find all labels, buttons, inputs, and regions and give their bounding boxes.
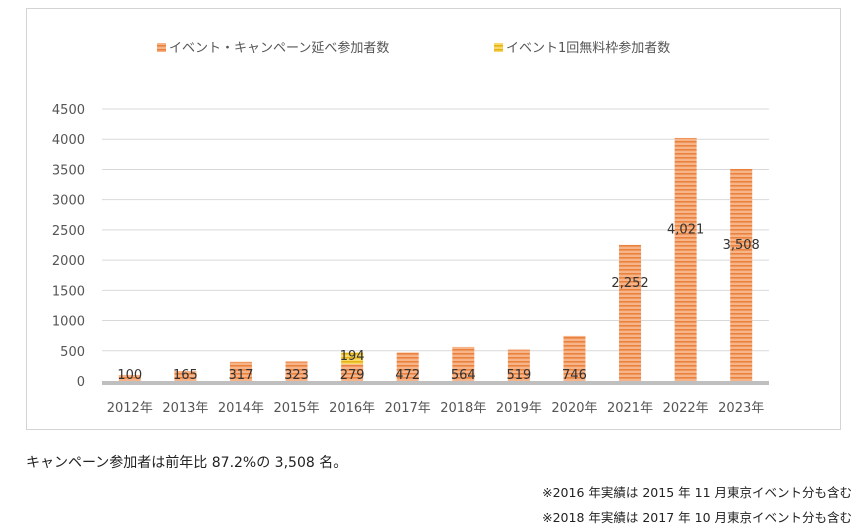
bar-total-2018年: [452, 346, 475, 381]
y-axis-ticks: 0 500 1000 1500 2000 2500 3000 3500 4000 4500: [52, 103, 85, 390]
x-tick-label: 2020年: [551, 401, 597, 416]
data-label-2016年: 279: [340, 368, 365, 383]
bar-chart: イベント・キャンペーン延べ参加者数 イベント1回無料枠参加者数 0 500 1000 1…: [52, 40, 769, 416]
x-axis: [102, 381, 769, 385]
y-tick-label: 1000: [52, 315, 85, 330]
data-label-2019年: 519: [506, 368, 531, 383]
bar-total-2023年: [730, 168, 753, 381]
bar-total-2022年: [674, 137, 697, 381]
data-label-2023年: 3,508: [723, 238, 760, 253]
x-tick-label: 2013年: [162, 401, 208, 416]
x-tick-label: 2018年: [440, 401, 486, 416]
data-labels: 100 165 317 323 194 279 472 564 519 746 2,252 4,021…: [117, 222, 759, 383]
data-label-2012年: 100: [117, 368, 142, 383]
bar-total-2016年: [341, 364, 364, 381]
data-label-2022年: 4,021: [667, 222, 704, 237]
bar-total-2021年: [619, 244, 642, 381]
bar-free-2016年: [341, 352, 364, 365]
data-label-2018年: 564: [451, 368, 476, 383]
bar-total-2013年: [174, 371, 197, 381]
y-tick-label: 2000: [52, 254, 85, 269]
bar-total-2015年: [285, 361, 308, 381]
data-label-2014年: 317: [229, 368, 254, 383]
x-tick-label: 2015年: [273, 401, 319, 416]
y-tick-label: 3000: [52, 194, 85, 209]
x-tick-label: 2016年: [329, 401, 375, 416]
bars: [118, 137, 753, 381]
data-label-2020年: 746: [562, 368, 587, 383]
data-label-2017年: 472: [395, 368, 420, 383]
footnote-2016: ※2016 年実績は 2015 年 11 月東京イベント分も含む: [542, 485, 852, 500]
x-axis-ticks: 2012年 2013年 2014年 2015年 2016年 2017年 2018年 2019年…: [107, 401, 765, 416]
y-tick-label: 1500: [52, 284, 85, 299]
x-tick-label: 2021年: [607, 401, 653, 416]
y-tick-label: 3500: [52, 163, 85, 178]
footnote-2018: ※2018 年実績は 2017 年 10 月東京イベント分も含む: [542, 510, 852, 525]
data-label-2013年: 165: [173, 368, 198, 383]
x-tick-label: 2019年: [496, 401, 542, 416]
x-tick-label: 2017年: [385, 401, 431, 416]
y-tick-label: 4500: [52, 103, 85, 118]
data-label-free-2016年: 194: [340, 349, 365, 364]
bar-total-2019年: [507, 349, 530, 381]
bar-total-2020年: [563, 335, 586, 381]
bar-total-2012年: [118, 374, 141, 381]
x-axis-line: [102, 381, 769, 385]
y-tick-label: 4000: [52, 133, 85, 148]
y-tick-label: 0: [77, 375, 85, 390]
legend: イベント・キャンペーン延べ参加者数 イベント1回無料枠参加者数: [157, 40, 670, 56]
legend-swatch-1: [157, 43, 166, 52]
x-tick-label: 2014年: [218, 401, 264, 416]
legend-swatch-2: [494, 43, 503, 52]
legend-label-2: イベント1回無料枠参加者数: [506, 40, 670, 56]
x-tick-label: 2012年: [107, 401, 153, 416]
bar-total-2014年: [229, 361, 252, 381]
chart-frame: イベント・キャンペーン延べ参加者数 イベント1回無料枠参加者数 0 500 1000 1…: [26, 8, 841, 430]
x-tick-label: 2022年: [663, 401, 709, 416]
data-label-2015年: 323: [284, 368, 309, 383]
summary-note: キャンペーン参加者は前年比 87.2%の 3,508 名。: [26, 455, 348, 471]
gridlines: [102, 108, 769, 352]
y-tick-label: 2500: [52, 224, 85, 239]
y-tick-label: 500: [60, 345, 85, 360]
legend-label-1: イベント・キャンペーン延べ参加者数: [169, 40, 389, 56]
data-label-2021年: 2,252: [611, 276, 648, 291]
x-tick-label: 2023年: [718, 401, 764, 416]
bar-total-2017年: [396, 352, 419, 381]
